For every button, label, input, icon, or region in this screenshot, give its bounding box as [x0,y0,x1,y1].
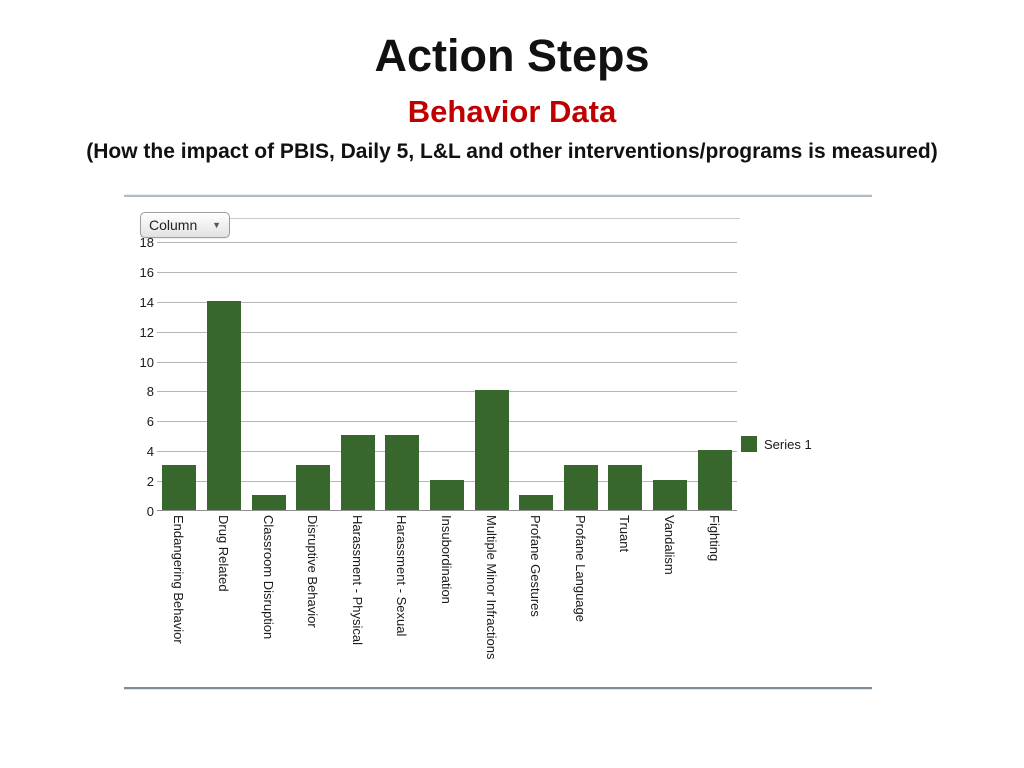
y-axis-tick-label: 0 [146,504,154,519]
bar [608,465,643,510]
x-axis-line [157,510,737,511]
bar [162,465,197,510]
plot-area [157,242,737,511]
bar [563,465,598,510]
legend-label: Series 1 [764,436,812,452]
gridline [157,242,737,243]
chevron-down-icon: ▼ [212,220,221,230]
x-axis-category-label: Harassment - Sexual [394,515,410,637]
page-subtitle: Behavior Data [407,94,617,129]
x-axis-category-label: Endangering Behavior [171,515,187,644]
x-axis-category-label: Harassment - Physical [349,515,365,646]
page-description: (How the impact of PBIS, Daily 5, L&L an… [86,140,938,163]
gridline [157,391,737,393]
behavior-bar-chart: Column ▼ 0 2 4 6 8 10 12 14 16 18 Endangering Beh… [128,200,872,686]
bar [474,390,509,510]
gridline [157,451,737,453]
y-axis-tick-label: 2 [146,474,154,490]
chart-frame-line [143,218,740,219]
gridline [157,301,737,303]
x-axis-category-label: Insubordination [439,515,454,604]
y-axis-tick-label: 14 [139,294,154,310]
legend-swatch [741,436,757,452]
chart-type-dropdown[interactable]: Column ▼ [140,212,230,238]
x-axis-category-label: Profane Gestures [528,515,544,617]
x-axis-category-label: Drug Related [215,515,231,592]
y-axis-tick-label: 16 [139,264,154,280]
chart-type-dropdown-label: Column [149,217,198,233]
bar [296,465,331,510]
page-title: Action Steps [374,30,650,81]
gridline [157,361,737,363]
x-axis-category-label: Profane Language [572,515,588,622]
y-axis-tick-label: 10 [139,354,154,370]
bar [251,495,286,510]
bar [697,450,732,510]
x-axis-category-label: Disruptive Behavior [305,515,321,628]
x-axis-category-label: Vandalism [662,515,678,575]
bar [653,480,688,510]
gridline [157,271,737,273]
bottom-divider [124,687,872,690]
bar [430,480,464,510]
y-axis-tick-label: 4 [146,444,154,460]
y-axis-tick-label: 18 [139,235,154,250]
bar [385,435,420,510]
y-axis-tick-label: 8 [146,384,154,400]
x-axis-category-label: Multiple Minor Infractions [483,515,499,660]
gridline [157,331,737,333]
gridline [157,421,737,423]
y-axis-tick-label: 12 [139,324,154,340]
bar [340,435,375,510]
x-axis-category-label: Classroom Disruption [260,515,276,640]
y-axis-tick-label: 6 [146,414,154,430]
x-axis: Endangering Behavior Drug Related Classroo… [157,515,737,680]
legend: Series 1 [741,436,812,452]
top-divider [124,194,872,197]
bar [519,495,554,510]
x-axis-category-label: Fighting [706,515,722,562]
x-axis-category-label: Truant [617,515,633,553]
bar [206,300,241,510]
